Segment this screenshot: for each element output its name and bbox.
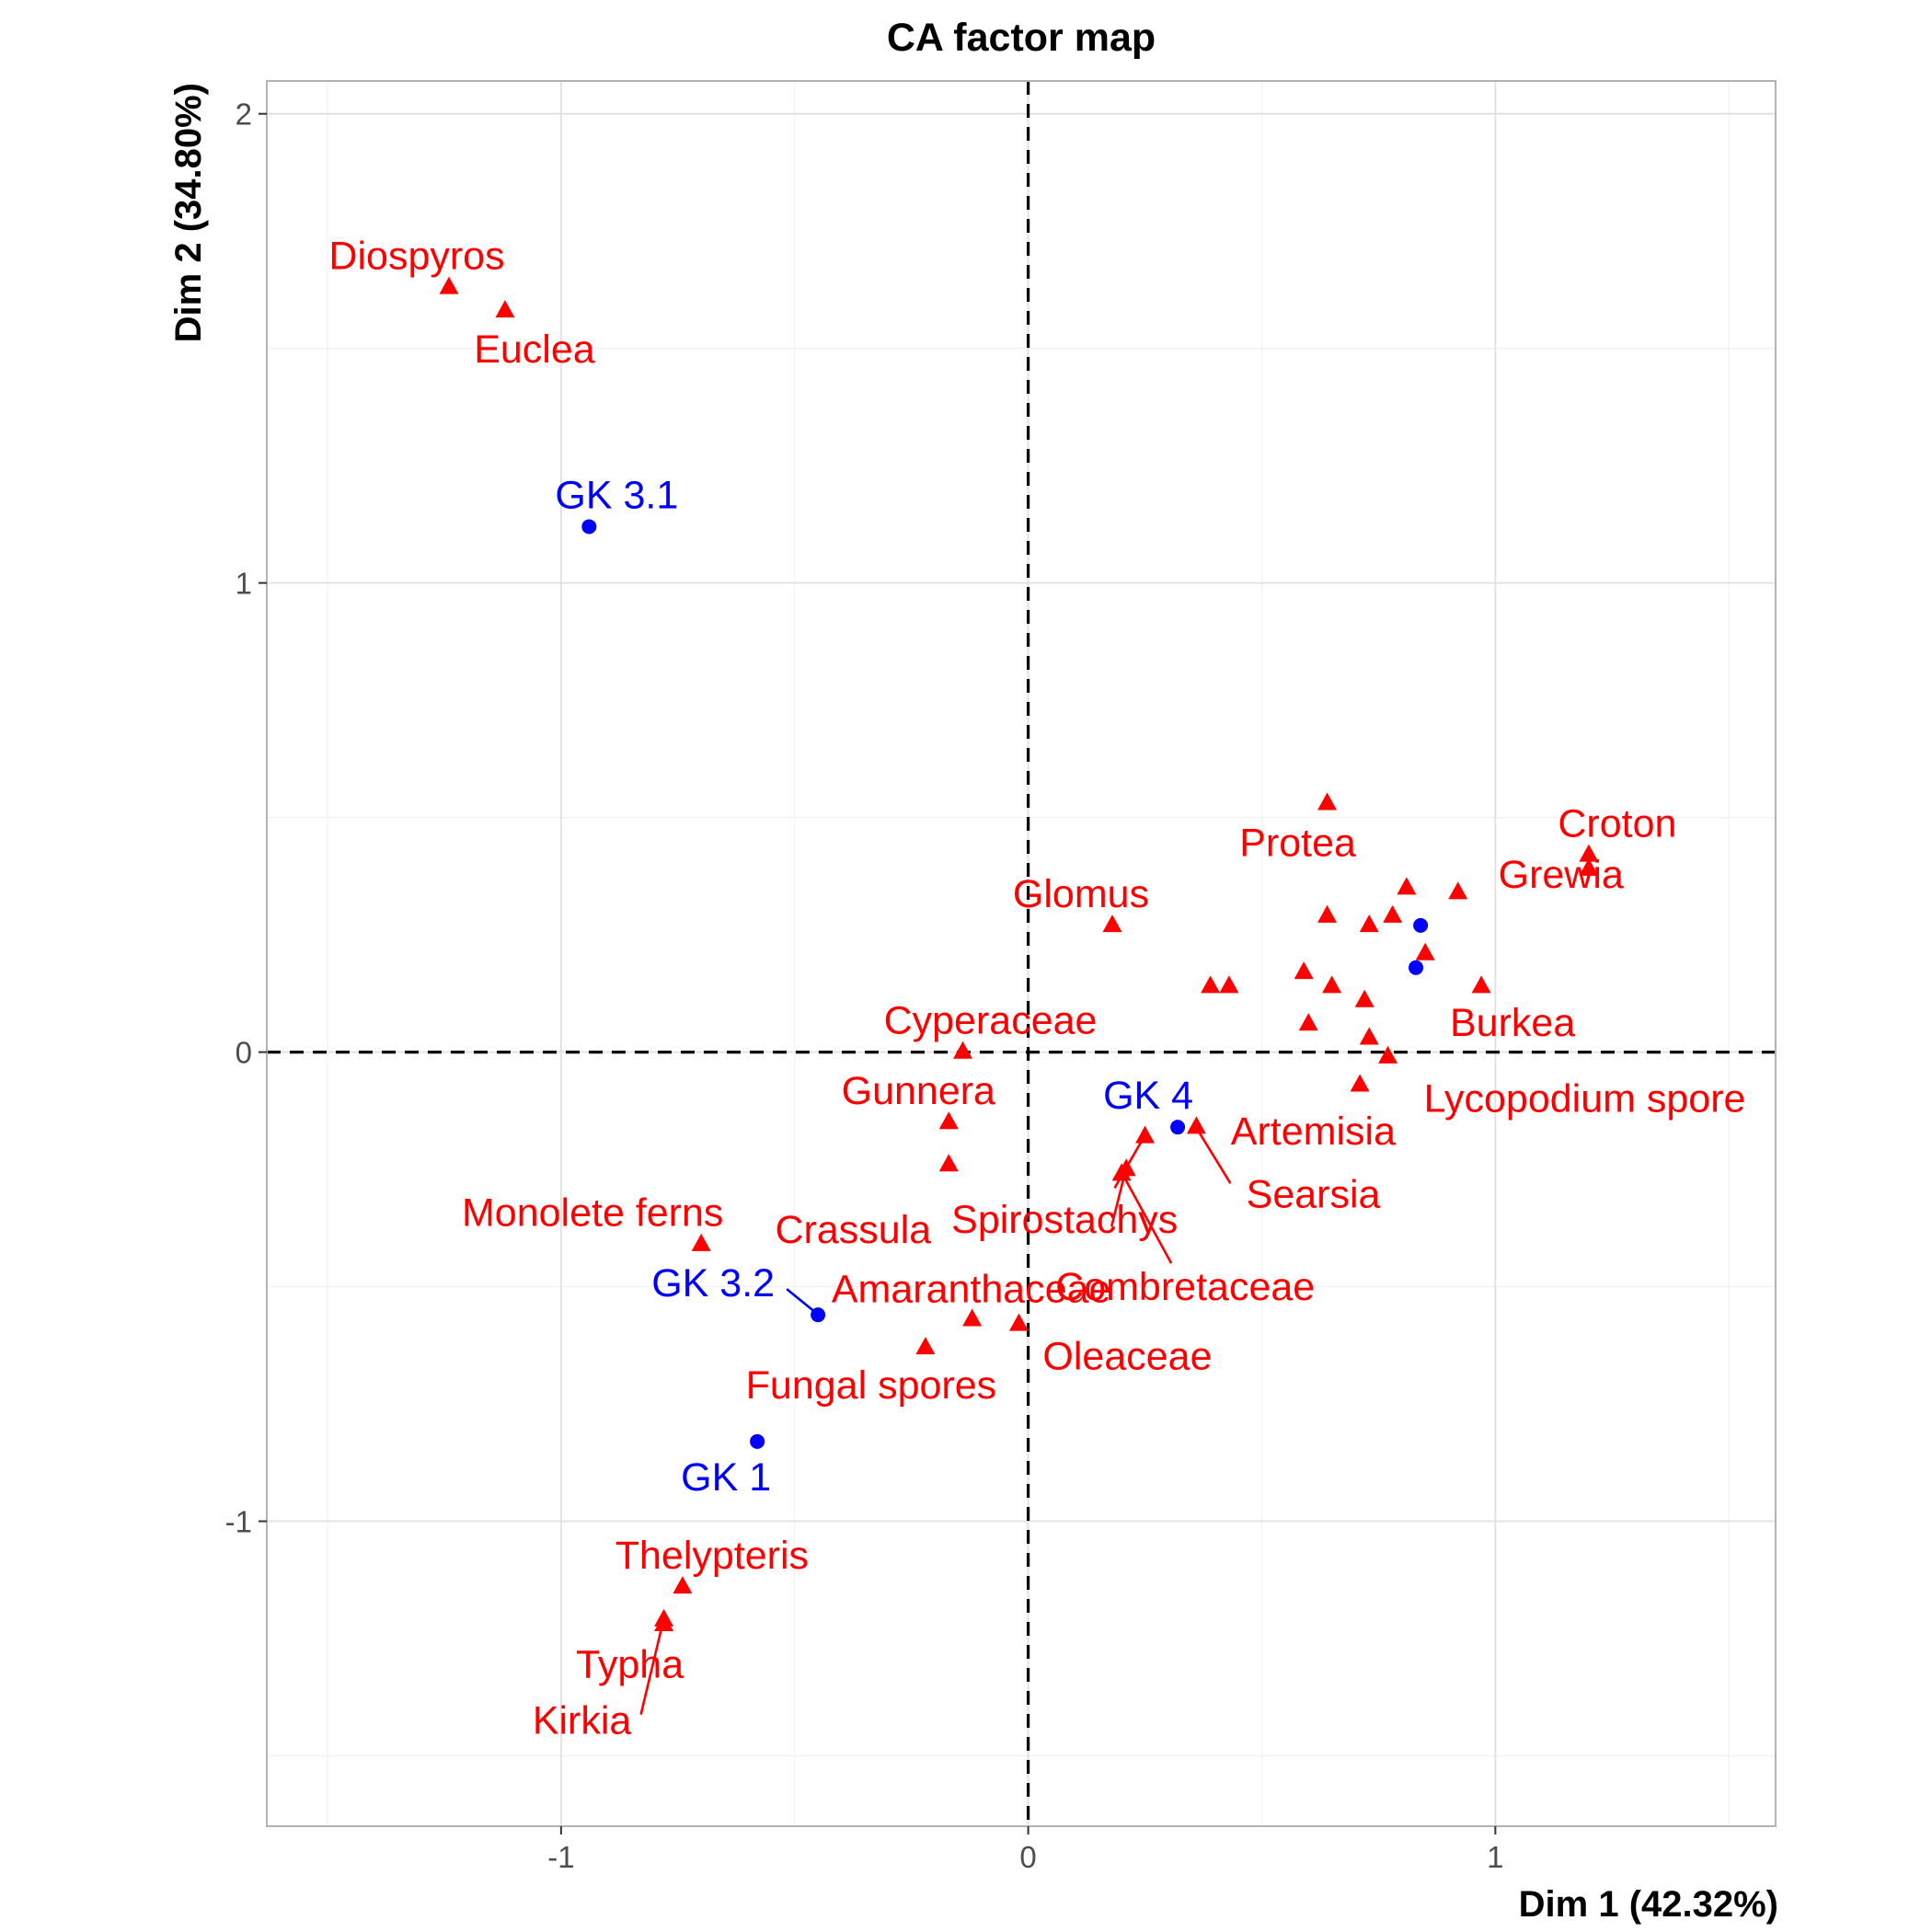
row-point-marker xyxy=(581,519,597,535)
column-point-marker xyxy=(1354,989,1374,1007)
column-point-label: Grewia xyxy=(1499,853,1624,897)
column-point-marker xyxy=(691,1233,711,1251)
column-point-marker xyxy=(1294,961,1314,980)
column-point-label: Lycopodium spore xyxy=(1424,1077,1746,1121)
column-point-marker xyxy=(1111,1163,1132,1181)
column-point-marker xyxy=(1350,1074,1370,1092)
column-point-marker xyxy=(1579,857,1599,876)
column-point-marker xyxy=(654,1613,674,1631)
column-point-label: Typha xyxy=(576,1643,684,1687)
y-tick-label: 0 xyxy=(236,1036,252,1070)
row-point-marker xyxy=(750,1433,765,1449)
column-point-marker xyxy=(1317,904,1338,923)
y-axis-title: Dim 2 (34.80%) xyxy=(168,83,209,342)
axis-ticks: -1 0 1 -1 0 1 2 xyxy=(225,98,1504,1874)
column-point-label: Protea xyxy=(1239,821,1356,865)
column-point-label: Crassula xyxy=(775,1208,931,1252)
column-point-marker xyxy=(1298,1013,1318,1031)
column-point-label: Combretaceae xyxy=(1055,1265,1315,1309)
y-tick-label: -1 xyxy=(225,1505,252,1539)
row-point-marker xyxy=(1413,917,1429,933)
row-point-label: GK 3.1 xyxy=(555,473,678,517)
column-point-label: Fungal spores xyxy=(746,1363,997,1408)
row-point-marker xyxy=(811,1307,826,1323)
column-point-marker xyxy=(938,1111,959,1130)
column-point-label: Kirkia xyxy=(533,1699,632,1743)
column-point-marker xyxy=(1415,942,1435,960)
point-labels: GK 3.1 GK 3.2 GK 1 GK 4 Diospyros Euclea Prote… xyxy=(328,234,1745,1742)
row-point-label: GK 3.2 xyxy=(651,1261,775,1305)
label-leader-line xyxy=(1122,1175,1173,1264)
column-point-marker xyxy=(915,1337,936,1355)
column-point-label: Spirostachys xyxy=(951,1198,1178,1242)
row-point-marker xyxy=(1409,960,1424,975)
row-point-label: GK 1 xyxy=(681,1455,771,1500)
column-point-label: Croton xyxy=(1558,801,1676,845)
column-point-label: Burkea xyxy=(1450,1001,1575,1045)
column-point-marker xyxy=(1471,975,1491,994)
column-point-label: Thelypteris xyxy=(615,1534,809,1578)
label-leader-line xyxy=(1197,1130,1232,1184)
x-tick-label: 0 xyxy=(1019,1840,1036,1874)
y-tick-label: 1 xyxy=(236,567,252,601)
column-point-marker xyxy=(439,276,459,294)
column-point-label: Searsia xyxy=(1247,1172,1381,1216)
column-point-marker xyxy=(953,1041,973,1059)
column-point-marker xyxy=(495,300,515,318)
column-point-label: Artemisia xyxy=(1231,1110,1396,1154)
column-point-marker xyxy=(1186,1116,1206,1134)
row-point-label: GK 4 xyxy=(1103,1074,1193,1118)
column-point-marker xyxy=(962,1308,983,1327)
column-point-marker xyxy=(1383,904,1403,923)
column-point-label: Euclea xyxy=(474,328,595,372)
column-point-marker xyxy=(1201,975,1221,994)
column-point-label: Amaranthaceae xyxy=(832,1267,1111,1311)
column-point-marker xyxy=(673,1576,693,1594)
row-point-marker xyxy=(1170,1120,1186,1135)
y-tick-label: 2 xyxy=(236,98,252,132)
column-point-label: Gunnera xyxy=(842,1069,995,1113)
x-axis-title: Dim 1 (42.32%) xyxy=(1519,1884,1778,1925)
chart-title: CA factor map xyxy=(887,16,1156,60)
column-point-label: Monolete ferns xyxy=(462,1191,723,1236)
column-point-label: Cyperaceae xyxy=(884,999,1098,1043)
column-point-marker xyxy=(1359,914,1379,933)
label-leader-line xyxy=(639,1629,662,1716)
x-tick-label: -1 xyxy=(547,1840,574,1874)
column-point-label: Diospyros xyxy=(328,234,504,278)
origin-lines xyxy=(267,81,1776,1826)
column-point-marker xyxy=(1102,914,1122,933)
column-point-marker xyxy=(938,1154,959,1172)
column-point-marker xyxy=(1378,1045,1398,1064)
column-point-marker xyxy=(1317,792,1338,811)
data-points xyxy=(439,276,1599,1631)
column-point-label: Glomus xyxy=(1013,872,1149,916)
column-point-marker xyxy=(1008,1313,1029,1331)
column-point-label: Oleaceae xyxy=(1042,1334,1212,1378)
column-point-marker xyxy=(1135,1125,1156,1144)
column-point-marker xyxy=(1397,877,1417,895)
column-point-marker xyxy=(1219,975,1239,994)
x-tick-label: 1 xyxy=(1487,1840,1503,1874)
plot-panel-border xyxy=(266,80,1777,1827)
column-point-marker xyxy=(1322,975,1342,994)
column-point-marker xyxy=(1448,881,1468,900)
column-point-marker xyxy=(1579,844,1599,862)
column-point-marker xyxy=(1359,1027,1379,1045)
label-leader-line xyxy=(786,1288,817,1315)
